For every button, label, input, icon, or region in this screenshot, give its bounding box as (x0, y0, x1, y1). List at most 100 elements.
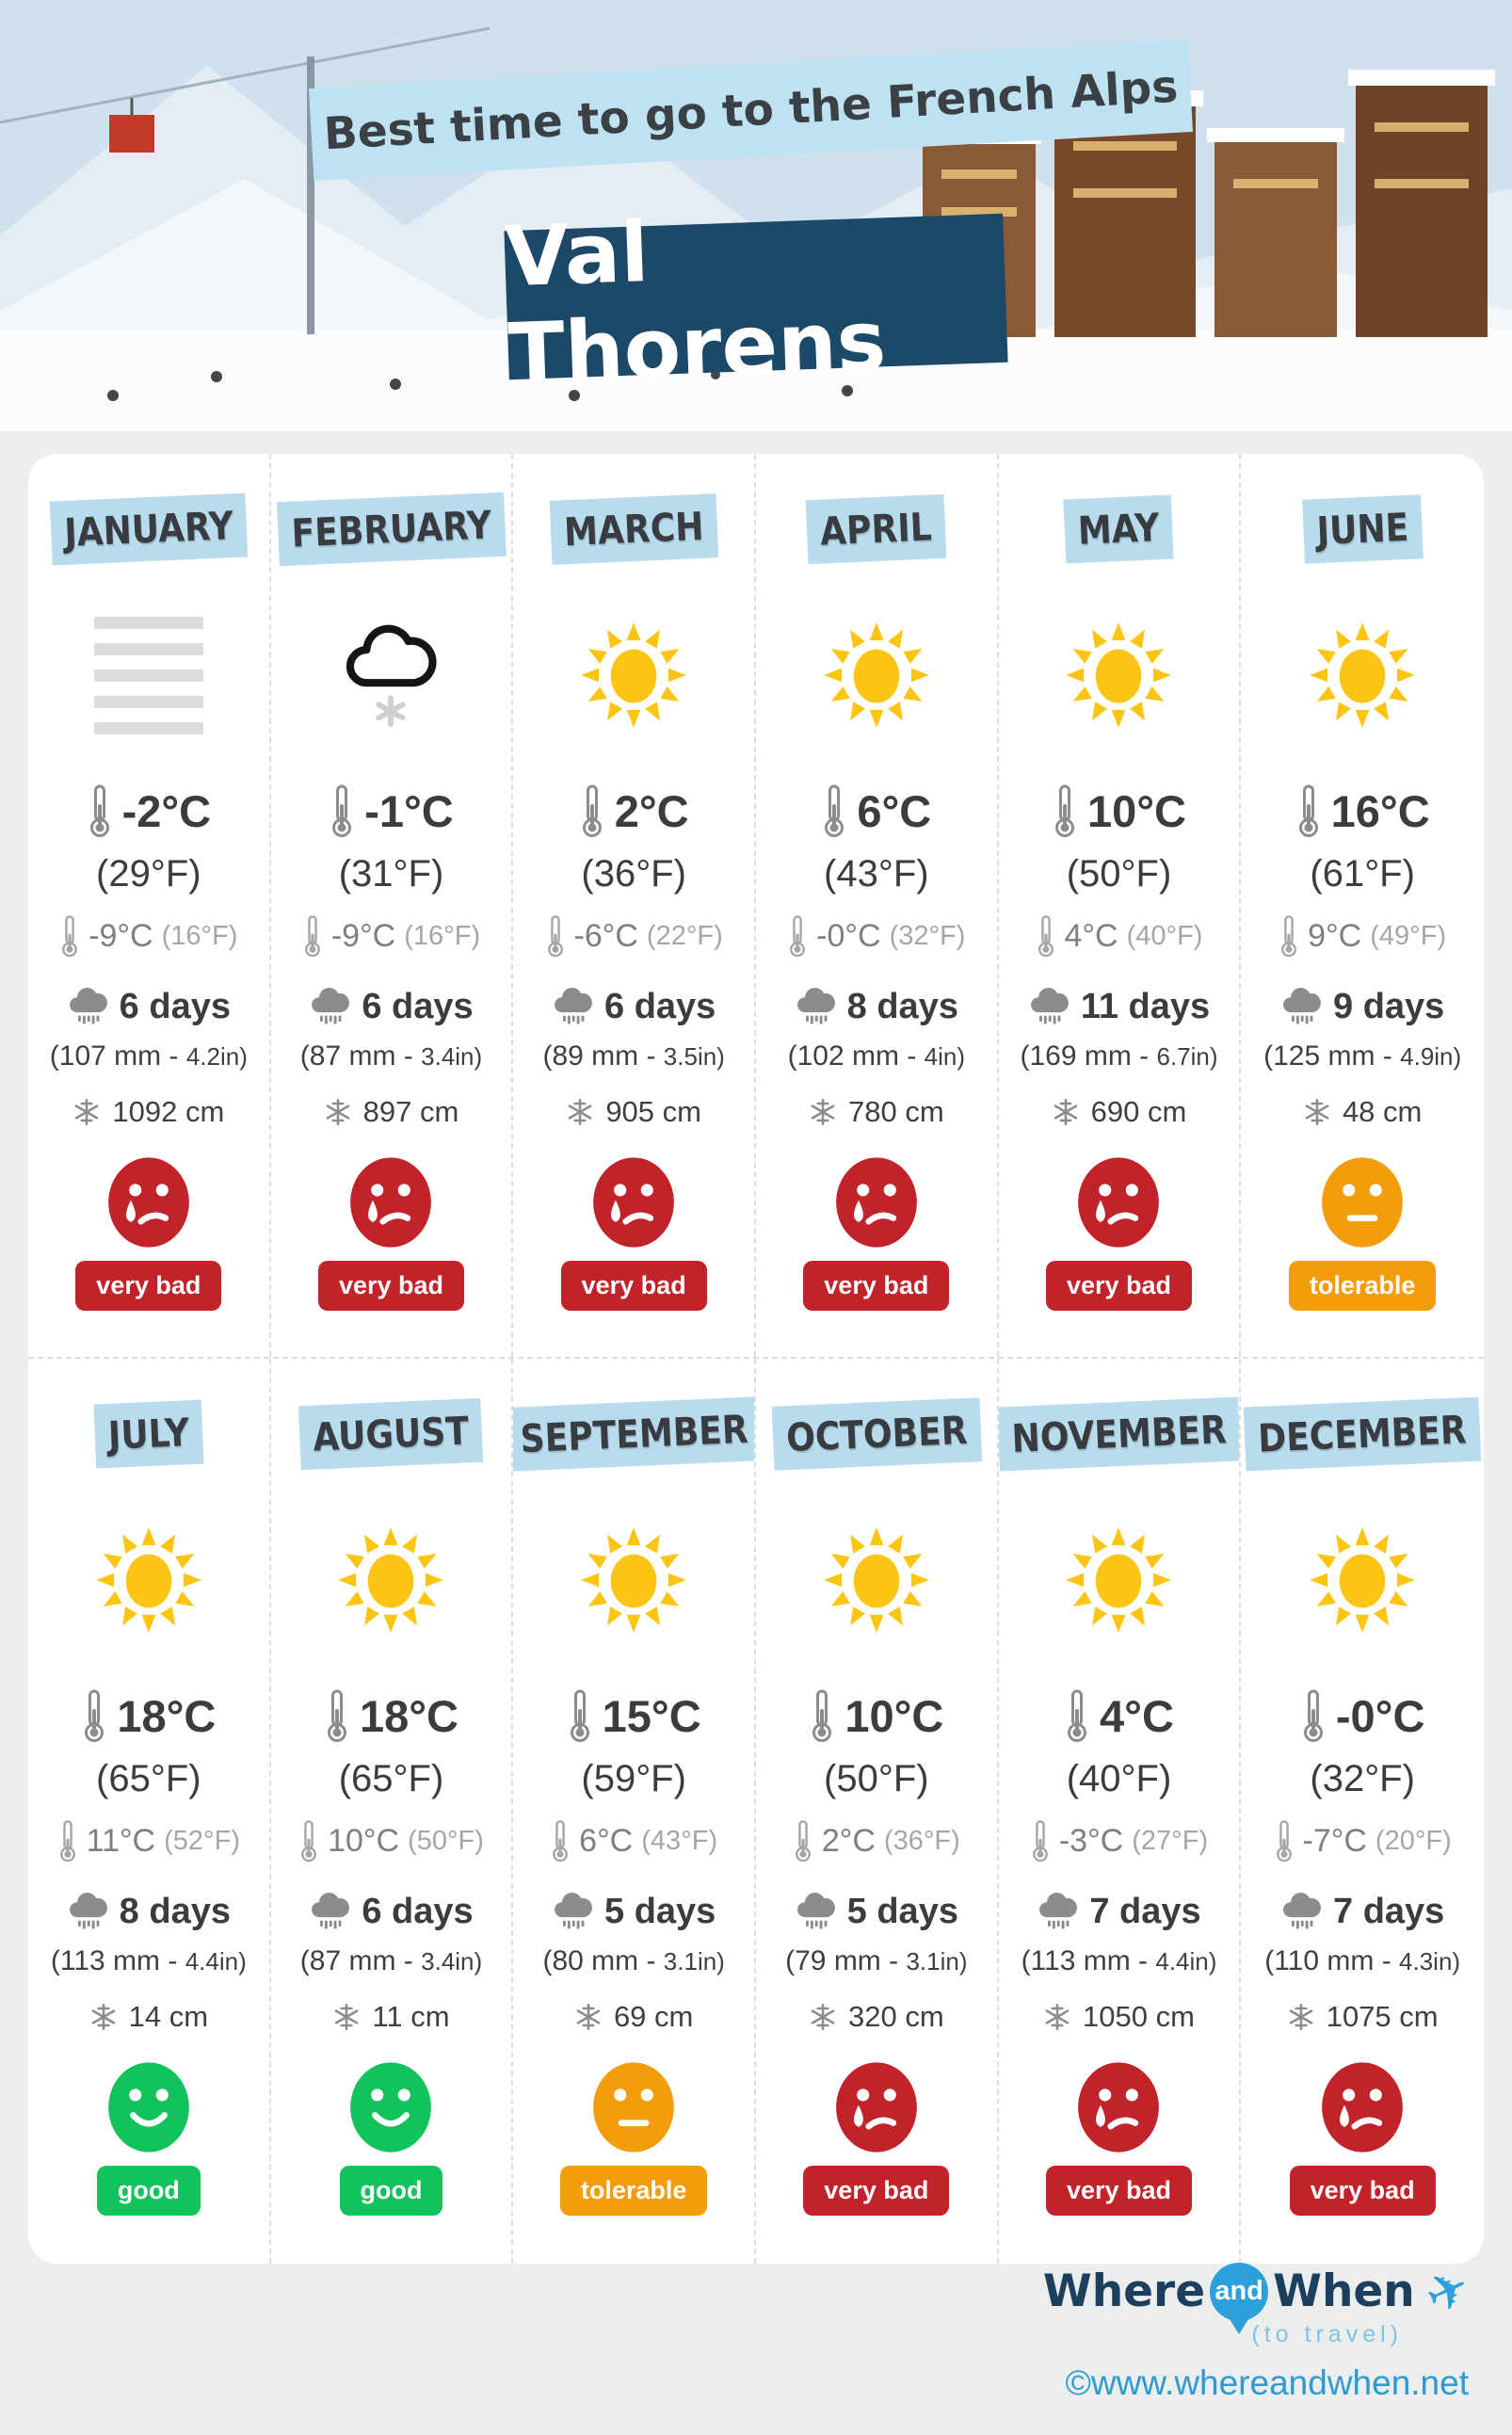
sun-icon (338, 1527, 444, 1633)
thermometer-icon (304, 915, 320, 958)
month-name: SEPTEMBER (519, 1406, 749, 1462)
max-temp-c: 18°C (117, 1690, 217, 1741)
max-temp-f: (50°F) (1066, 853, 1172, 895)
rainy-days: 6 days (309, 986, 474, 1027)
sun-icon (1310, 622, 1416, 728)
thermometer-icon (332, 784, 352, 837)
min-temp-c: 6°C (579, 1822, 634, 1859)
min-temp-f: (50°F) (408, 1825, 484, 1856)
month-label: APRIL (806, 493, 947, 565)
month-name: JUNE (1315, 504, 1409, 555)
snowflake-icon (1305, 1098, 1329, 1126)
rain-days-value: 5 days (846, 1891, 958, 1931)
precipitation: (89 mm - 3.5in) (542, 1040, 725, 1072)
snowflake-icon (576, 2003, 601, 2031)
max-temp-f: (65°F) (96, 1758, 201, 1799)
rating-label: very bad (1310, 2176, 1415, 2204)
snowfall-value: 69 cm (613, 2000, 694, 2033)
precipitation: (125 mm - 4.9in) (1263, 1040, 1462, 1072)
thermometer-icon (1276, 1820, 1292, 1863)
precipitation: (102 mm - 4in) (787, 1040, 966, 1072)
month-label: JANUARY (49, 492, 249, 566)
max-temperature: 6°C (821, 783, 931, 838)
rain-cloud-icon (1283, 988, 1321, 1024)
thermometer-icon (1054, 784, 1074, 837)
rain-cloud-icon (312, 988, 350, 1024)
rain-days-value: 8 days (846, 986, 958, 1026)
month-card-november: NOVEMBER (998, 1359, 1242, 2264)
max-temp-f: (29°F) (96, 853, 201, 895)
max-temp-c: -1°C (364, 785, 454, 836)
min-temperature: -3°C (27°F) (1030, 1819, 1208, 1863)
weather-icon (338, 591, 443, 759)
rating-face-icon (1078, 1157, 1160, 1248)
fog-icon (93, 616, 203, 734)
sun-icon (581, 622, 687, 728)
thermometer-icon (89, 784, 109, 837)
month-label: OCTOBER (771, 1397, 982, 1471)
max-temperature: 18°C (324, 1688, 458, 1743)
weather-icon (94, 1496, 203, 1664)
snowfall: 48 cm (1303, 1095, 1422, 1129)
snowfall: 897 cm (324, 1095, 458, 1129)
thermometer-icon (1068, 1689, 1087, 1742)
snowfall-value: 1092 cm (112, 1095, 225, 1128)
thermometer-icon (553, 1820, 569, 1863)
thermometer-icon (795, 1820, 811, 1863)
month-card-december: DECEMBER (1241, 1359, 1484, 2264)
rain-days-value: 6 days (362, 1891, 474, 1931)
max-temp-c: 6°C (857, 785, 932, 836)
snowfall: 905 cm (566, 1095, 701, 1129)
snowfall-value: 905 cm (605, 1095, 701, 1128)
snowfall: 690 cm (1052, 1095, 1186, 1129)
logo-subtitle: (to travel) (1251, 2321, 1403, 2347)
rainy-days: 6 days (67, 986, 231, 1027)
rain-cloud-icon (69, 1893, 107, 1929)
title-banner: Val Thorens (504, 203, 1008, 402)
thermometer-icon (62, 915, 78, 958)
min-temp-c: 2°C (821, 1822, 876, 1859)
month-name: APRIL (819, 504, 934, 555)
rating-face-icon (593, 1157, 675, 1248)
snowfall: 1092 cm (72, 1095, 224, 1129)
rain-cloud-icon (555, 988, 592, 1024)
min-temp-c: -3°C (1058, 1822, 1124, 1859)
min-temperature: 9°C (49°F) (1279, 914, 1446, 958)
month-card-march: MARCH (513, 454, 756, 1357)
month-label: MARCH (549, 493, 718, 565)
thermometer-icon (1032, 1820, 1048, 1863)
rainy-days: 5 days (552, 1891, 716, 1932)
month-name: FEBRUARY (290, 502, 492, 556)
month-name: MARCH (563, 503, 705, 556)
snowflake-icon (1289, 2003, 1313, 2031)
rating-face-icon (1322, 2062, 1404, 2153)
month-label: DECEMBER (1243, 1396, 1482, 1472)
rating-badge: very bad (1289, 2166, 1436, 2216)
snowfall: 320 cm (809, 2000, 944, 2034)
rating-badge: very bad (560, 1261, 707, 1311)
thermometer-icon (327, 1689, 346, 1742)
rating-face-icon (107, 2062, 189, 2153)
month-name: OCTOBER (784, 1407, 968, 1461)
min-temp-c: -7°C (1302, 1822, 1367, 1859)
thermometer-icon (1298, 784, 1318, 837)
month-label: SEPTEMBER (513, 1396, 754, 1472)
snowfall: 69 cm (574, 2000, 693, 2034)
rating-badge: good (339, 2166, 443, 2216)
rating-badge: very bad (803, 1261, 950, 1311)
min-temp-c: -6°C (573, 917, 638, 954)
weather-icon (579, 591, 688, 759)
max-temp-f: (43°F) (824, 853, 929, 895)
month-label: NOVEMBER (998, 1396, 1240, 1472)
month-card-february: FEBRUARY (271, 454, 514, 1357)
thermometer-icon (59, 1820, 75, 1863)
max-temperature: 15°C (567, 1688, 701, 1743)
min-temperature: 11°C (52°F) (57, 1819, 240, 1863)
sun-icon (1066, 622, 1172, 728)
months-row-jan-jun: JANUARY (28, 454, 1484, 1359)
thermometer-icon (825, 784, 844, 837)
weather-icon (579, 1496, 688, 1664)
rain-cloud-icon (796, 988, 835, 1024)
month-card-august: AUGUST (271, 1359, 514, 2264)
